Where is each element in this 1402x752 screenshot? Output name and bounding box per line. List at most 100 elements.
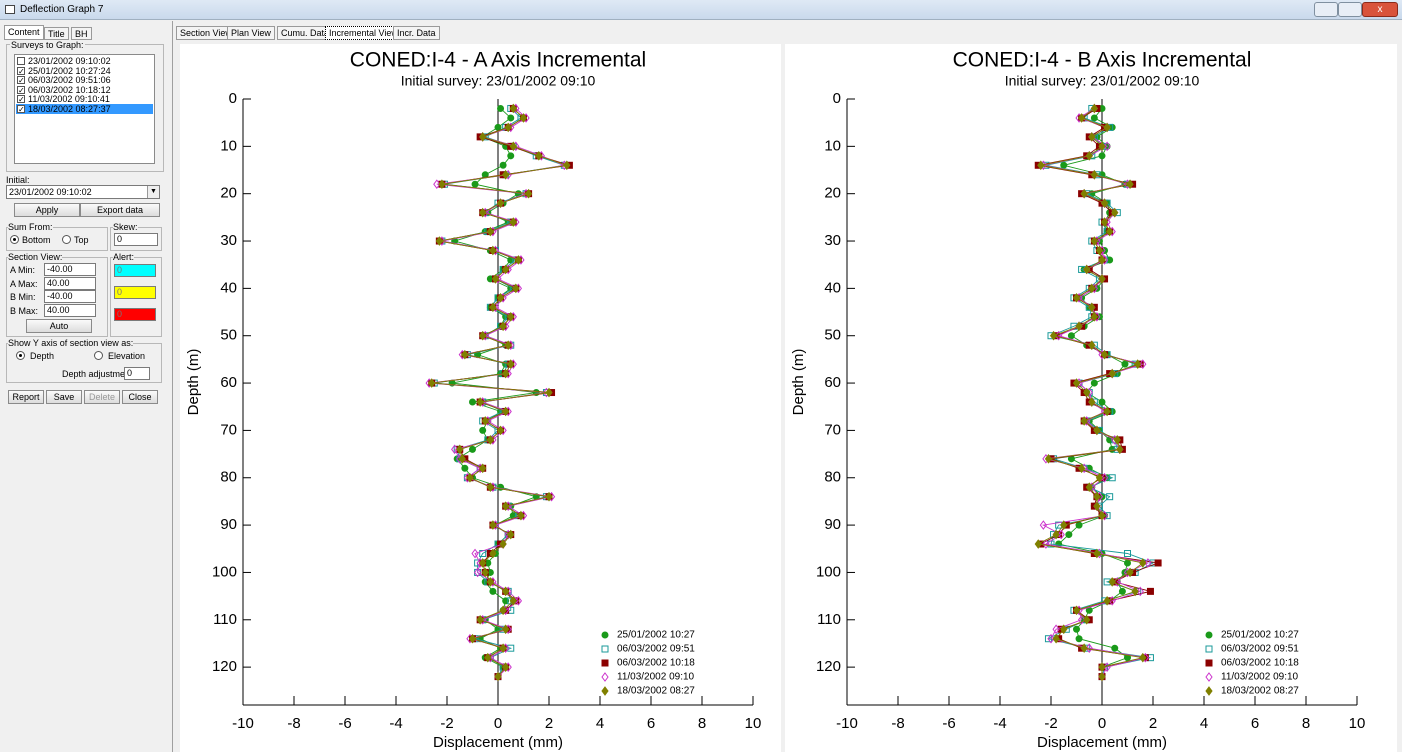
minimize-button[interactable] [1314,2,1338,17]
radio-dot [13,238,16,241]
x-tick-label: -6 [942,715,955,732]
data-point [481,567,489,578]
data-point [1111,207,1119,218]
data-point [1098,398,1106,406]
limit-input[interactable]: 40.00 [44,303,96,317]
radio[interactable] [62,235,71,244]
survey-label: 06/03/2002 09:51:06 [28,75,111,86]
survey-label: 18/03/2002 08:27:37 [28,104,111,114]
data-point [507,359,515,369]
y-tick-label: 70 [220,421,237,438]
legend-marker [1205,686,1213,696]
auto-button[interactable]: Auto [26,319,92,333]
data-point [1077,614,1086,625]
checkbox[interactable]: ✓ [17,105,25,114]
view-tab[interactable]: Section View [176,26,236,40]
maximize-button[interactable] [1338,2,1362,17]
checkbox[interactable]: ✓ [17,66,25,76]
action-button[interactable]: Save [46,390,82,404]
x-tick-label: -8 [287,715,300,732]
y-tick-label: 50 [824,327,841,344]
apply-button[interactable]: Apply [14,203,80,217]
skew-input[interactable]: 0 [114,233,158,246]
app-icon [5,5,15,14]
data-point [1090,169,1098,180]
y-tick-label: 80 [220,469,237,486]
data-point [1108,368,1116,379]
data-point [1093,548,1101,559]
limit-input[interactable]: 40.00 [44,276,96,290]
data-point [1100,198,1109,208]
data-point [486,482,494,493]
data-point [491,274,500,284]
data-point [504,340,512,351]
data-point [428,378,436,388]
data-point [1100,217,1109,227]
data-point [1080,643,1088,654]
legend-marker [1205,631,1213,639]
survey-label: 06/03/2002 10:18:12 [28,84,111,95]
survey-item[interactable]: ✓ 11/03/2002 09:10:41 [16,94,153,104]
data-point [1088,132,1096,142]
view-tab[interactable]: Incremental View [325,26,402,40]
data-point [499,643,507,654]
limit-input[interactable]: -40.00 [44,290,96,303]
data-point [473,567,482,578]
x-tick-label: -2 [440,715,453,732]
action-button[interactable]: Report [8,390,44,404]
y-tick-label: 10 [824,137,841,154]
side-tab[interactable]: Title [44,27,69,40]
data-point [1126,567,1134,578]
legend-label: 06/03/2002 10:18 [617,658,695,669]
checkbox[interactable] [17,57,25,65]
legend-label: 18/03/2002 08:27 [617,686,695,697]
alert-box[interactable]: 0 [114,264,156,277]
radio[interactable] [94,351,103,360]
data-point [1090,311,1098,322]
data-point [451,444,459,455]
side-tab[interactable]: Content [4,25,44,40]
data-point [535,150,543,161]
y-tick-label: 120 [816,658,841,675]
view-tab[interactable]: Plan View [227,26,275,40]
data-point [1095,472,1104,483]
data-point [1124,559,1131,567]
depth-adj-input[interactable]: 0 [124,367,150,380]
action-button[interactable]: Delete [84,390,120,404]
checkbox[interactable]: ✓ [17,95,25,105]
data-point [1060,624,1068,635]
survey-item[interactable]: 23/01/2002 09:10:02 [16,56,153,66]
export-button[interactable]: Export data [80,203,160,217]
data-point [497,104,505,112]
survey-item[interactable]: ✓ 25/01/2002 10:27:24 [16,66,153,76]
action-button[interactable]: Close [122,390,158,404]
limit-input[interactable]: -40.00 [44,263,96,276]
alert-box[interactable]: 0 [114,308,156,321]
view-tab[interactable]: Incr. Data [393,26,440,40]
dropdown-arrow[interactable]: ▼ [147,186,159,198]
alert-box[interactable]: 0 [114,286,156,299]
data-point [1100,349,1109,360]
survey-item[interactable]: ✓ 18/03/2002 08:27:37 [16,104,153,114]
y-tick-label: 110 [213,611,237,628]
survey-item[interactable]: ✓ 06/03/2002 10:18:12 [16,85,153,95]
group-box [6,44,164,172]
data-point [1146,587,1154,595]
checkbox[interactable]: ✓ [17,85,25,95]
survey-item[interactable]: ✓ 06/03/2002 09:51:06 [16,75,153,85]
checkbox[interactable]: ✓ [17,76,25,86]
data-point [1113,435,1121,445]
side-tab[interactable]: BH [71,27,92,40]
x-tick-label: -10 [836,715,858,732]
close-window-button[interactable]: x [1362,2,1398,17]
radio[interactable] [16,351,25,360]
data-point [1131,586,1139,597]
radio-dot [19,354,22,357]
data-point [514,255,523,265]
x-tick-label: -8 [891,715,904,732]
radio[interactable] [10,235,19,244]
initial-select[interactable]: 23/01/2002 09:10:02 ▼ [6,185,160,199]
data-point [1073,625,1080,633]
data-point [1098,510,1106,521]
label: Initial: [6,175,30,185]
